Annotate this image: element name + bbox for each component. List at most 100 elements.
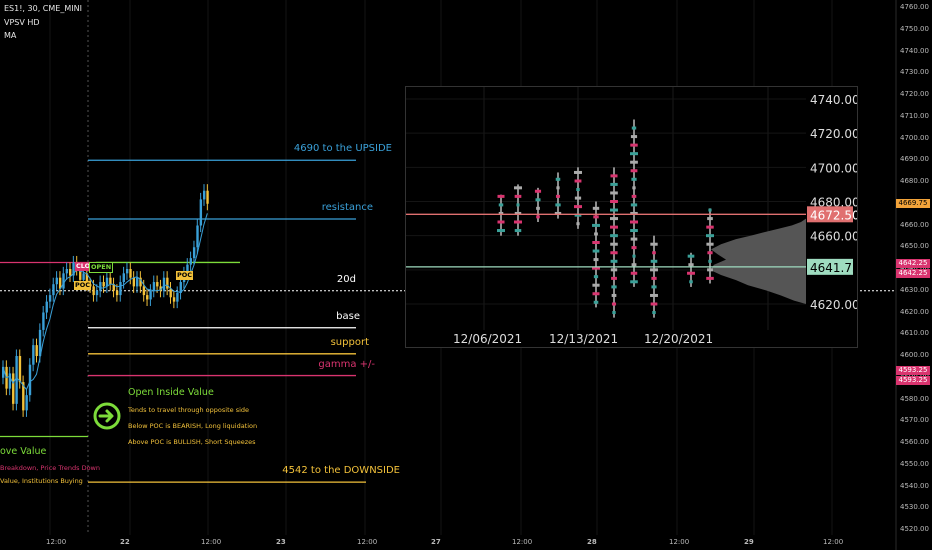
candle-body — [166, 277, 169, 289]
profile-bar — [592, 266, 600, 270]
profile-bar — [592, 292, 600, 296]
price-axis-label: 4550.00 — [900, 459, 929, 468]
volume-profile — [710, 218, 806, 304]
profile-bar — [631, 263, 637, 267]
price-axis-label: 4530.00 — [900, 503, 929, 512]
inset-price-label: 4660.00 — [810, 230, 857, 244]
inset-price-label: 4720.00 — [810, 127, 857, 141]
price-axis-label: 4700.00 — [900, 133, 929, 142]
time-axis-label: 12:00 — [201, 538, 222, 546]
profile-bar — [630, 211, 638, 215]
candle-body — [203, 190, 206, 200]
arrow-right-circle-icon — [93, 402, 121, 430]
profile-bar — [498, 211, 504, 215]
candle-body — [149, 290, 152, 300]
level-label: 4690 to the UPSIDE — [293, 143, 392, 155]
profile-bar — [630, 271, 638, 275]
profile-bar — [536, 206, 540, 210]
profile-bar — [498, 203, 504, 207]
profile-bar — [592, 249, 600, 253]
profile-bar — [610, 182, 618, 186]
profile-bar — [611, 293, 617, 297]
candle-body — [62, 273, 65, 289]
profile-bar — [650, 302, 658, 306]
profile-bar — [708, 259, 712, 263]
profile-bar — [630, 203, 638, 207]
price-tag: 4642.25 — [896, 259, 930, 269]
candle-body — [199, 199, 203, 226]
profile-bar — [574, 196, 582, 200]
annotation-line-2: Below POC is BEARISH, Long liquidation — [128, 422, 258, 430]
profile-bar — [707, 217, 713, 221]
inset-tag-red — [807, 206, 853, 223]
profile-bar — [610, 259, 618, 263]
symbol-title[interactable]: ES1!, 30, CME_MINI — [4, 4, 82, 13]
profile-bar — [574, 205, 582, 209]
profile-bar — [630, 160, 638, 164]
candle-body — [162, 277, 166, 291]
candle-body — [159, 286, 162, 291]
candle-body — [139, 277, 142, 287]
profile-bar — [576, 188, 580, 192]
profile-bar — [536, 215, 540, 219]
candle-body — [105, 277, 109, 287]
profile-bar — [707, 268, 713, 272]
profile-bar — [610, 208, 618, 212]
profile-bar — [556, 186, 560, 190]
price-axis-label: 4720.00 — [900, 90, 929, 98]
profile-bar — [630, 143, 638, 147]
profile-bar — [631, 177, 637, 181]
candle-body — [152, 282, 156, 291]
level-label: support — [330, 336, 369, 348]
price-axis-label: 4630.00 — [900, 285, 929, 294]
price-axis-label: 4660.00 — [900, 220, 929, 229]
candle-body — [32, 345, 35, 365]
candle-body — [129, 269, 132, 278]
candle-body — [45, 301, 48, 313]
candle-body — [169, 288, 172, 298]
inset-price-label: 4700.00 — [810, 161, 857, 175]
profile-bar — [594, 232, 598, 236]
price-tag: 4593.25 — [896, 376, 930, 385]
candle-body — [109, 277, 112, 285]
candle-body — [18, 356, 22, 383]
candle-body — [112, 284, 115, 291]
inset-date-label: 12/06/2021 — [453, 332, 522, 346]
profile-bar — [574, 179, 582, 183]
price-axis-label: 4710.00 — [900, 111, 929, 120]
price-axis-label: 4620.00 — [900, 307, 929, 316]
profile-bar — [612, 311, 616, 315]
indicator-vpsv[interactable]: VPSV HD — [4, 18, 40, 27]
profile-bar — [652, 311, 656, 315]
inset-price-label: 4740.00 — [810, 93, 857, 107]
price-axis-label: 4680.00 — [900, 177, 929, 185]
indicator-ma[interactable]: MA — [4, 31, 17, 40]
annotation-line-3: Above POC is BULLISH, Short Squeezes — [128, 438, 256, 446]
profile-bar — [554, 211, 562, 215]
candle-body — [176, 292, 179, 302]
price-axis-label: 4750.00 — [900, 24, 929, 33]
profile-bar — [593, 300, 599, 304]
left-annotation-line-2: Value, Institutions Buying — [0, 477, 83, 485]
price-tag: 4642.25 — [896, 269, 930, 279]
candle-body — [132, 277, 136, 287]
candle-body — [82, 273, 85, 280]
time-axis-label: 22 — [120, 538, 130, 546]
candle-body — [136, 277, 139, 287]
price-tag: 4669.75 — [896, 199, 930, 209]
time-axis-label: 12:00 — [669, 538, 690, 546]
candle-body — [48, 295, 52, 302]
profile-bar — [610, 200, 618, 203]
profile-bar — [631, 194, 637, 198]
inset-date-label: 12/13/2021 — [549, 332, 618, 346]
profile-bar — [574, 213, 582, 217]
poc-chip-2: POC — [176, 271, 194, 280]
profile-bar — [652, 251, 656, 255]
profile-bar — [632, 254, 636, 258]
time-axis-label: 12:00 — [823, 538, 844, 546]
profile-bar — [708, 208, 712, 212]
candle-body — [85, 273, 89, 285]
profile-bar — [592, 223, 600, 227]
price-axis-label: 4730.00 — [900, 68, 929, 77]
